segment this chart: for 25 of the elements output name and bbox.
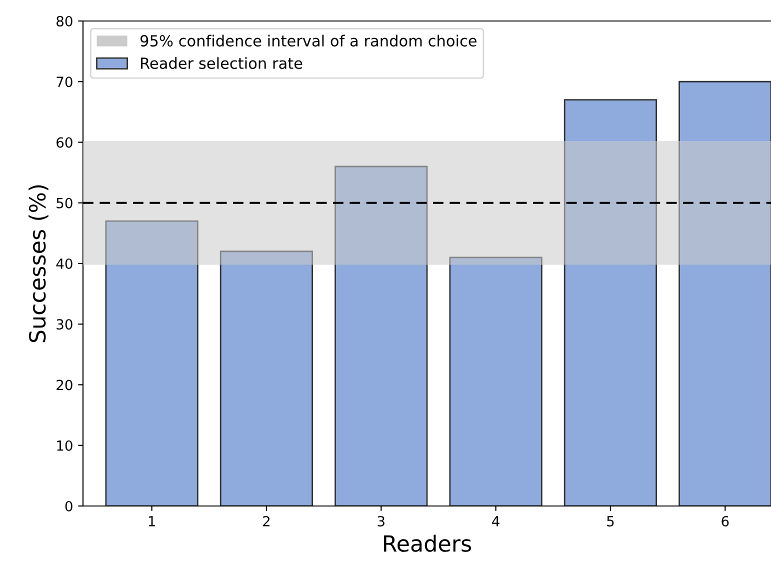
bar bbox=[564, 99, 658, 506]
y-tick-label: 0 bbox=[65, 500, 72, 512]
y-tick-label: 40 bbox=[56, 258, 72, 269]
bar bbox=[449, 256, 542, 506]
y-tick-label: 60 bbox=[56, 137, 72, 148]
y-axis-title: Successes (%) bbox=[28, 185, 48, 342]
x-tick-label: 4 bbox=[492, 516, 500, 526]
x-tick-label: 1 bbox=[148, 516, 155, 526]
legend-label: Reader selection rate bbox=[141, 57, 302, 69]
y-tick-label: 20 bbox=[56, 380, 72, 390]
y-tick-label: 50 bbox=[56, 198, 72, 208]
x-axis-title: Readers bbox=[384, 534, 472, 552]
y-tick-label: 30 bbox=[56, 319, 72, 330]
x-tick-label: 2 bbox=[263, 516, 270, 526]
x-tick-label: 5 bbox=[607, 516, 614, 526]
y-tick-label: 10 bbox=[57, 440, 72, 451]
x-tick-label: 6 bbox=[722, 516, 729, 526]
bar bbox=[105, 220, 198, 506]
y-tick-label: 80 bbox=[56, 16, 72, 26]
x-tick-label: 3 bbox=[378, 516, 384, 526]
bar bbox=[220, 250, 314, 506]
bar bbox=[334, 166, 428, 506]
y-tick-label: 70 bbox=[56, 76, 72, 88]
legend-label: 95% confidence interval of a random choice bbox=[140, 34, 477, 47]
bar bbox=[678, 80, 771, 506]
